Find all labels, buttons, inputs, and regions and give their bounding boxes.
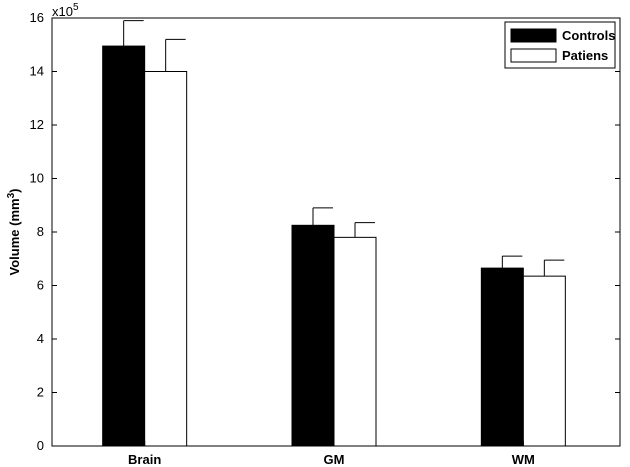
y-axis: 0 2 4 6 8 10 12 14 16: [30, 10, 620, 453]
legend-label-controls: Controls: [562, 28, 615, 43]
y-tick-label: 6: [37, 278, 44, 293]
legend-swatch-controls: [510, 28, 557, 43]
bar-brain-patiens: [144, 71, 188, 447]
x-tick-label-gm: GM: [324, 452, 345, 467]
legend-label-patiens: Patiens: [562, 48, 608, 63]
y-axis-label: Volume (mm3): [6, 189, 22, 276]
x-tick-label-brain: Brain: [128, 452, 161, 467]
y-exponent-label: x105: [52, 2, 79, 19]
y-tick-label: 0: [37, 438, 44, 453]
y-tick-label: 8: [37, 224, 44, 239]
y-tick-label: 12: [30, 117, 44, 132]
y-tick-label: 14: [30, 64, 44, 79]
bars-group: [102, 20, 566, 447]
y-tick-label: 2: [37, 385, 44, 400]
bar-gm-patiens: [333, 236, 377, 447]
y-tick-label: 4: [37, 331, 44, 346]
legend: Controls Patiens: [504, 21, 616, 69]
bar-gm-controls: [291, 224, 335, 447]
bar-wm-controls: [480, 267, 524, 447]
y-tick-label: 10: [30, 171, 44, 186]
x-tick-label-wm: WM: [512, 452, 535, 467]
y-tick-label: 16: [30, 10, 44, 25]
x-axis: Brain GM WM: [128, 441, 535, 467]
legend-swatch-patiens: [510, 48, 557, 63]
bar-wm-patiens: [522, 275, 566, 447]
bar-brain-controls: [102, 45, 146, 447]
